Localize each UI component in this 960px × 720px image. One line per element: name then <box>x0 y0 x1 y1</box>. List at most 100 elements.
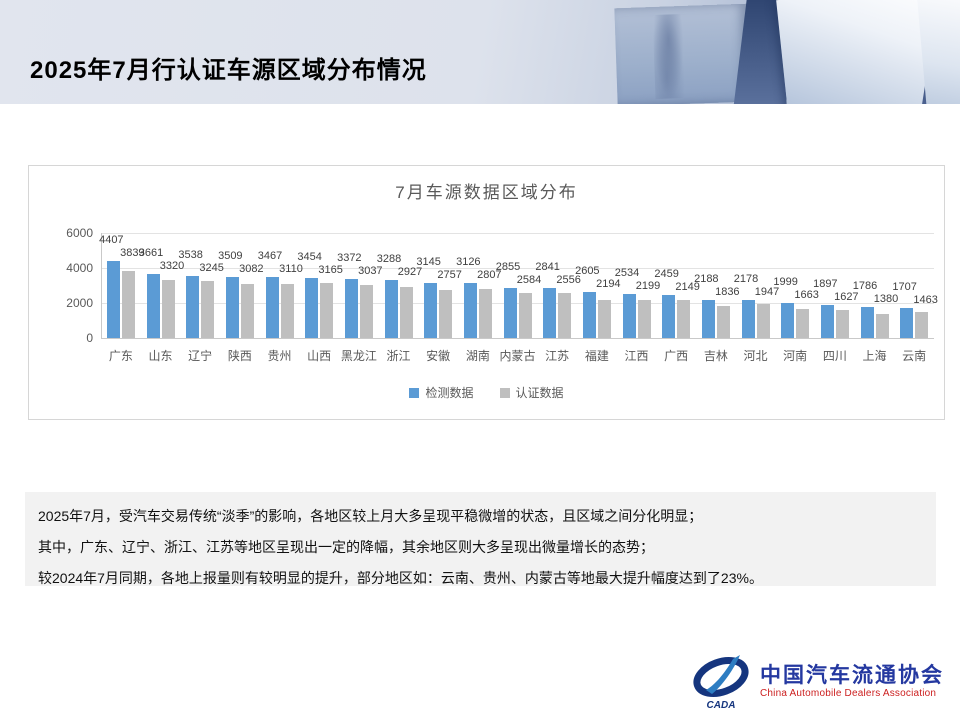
bar-certification <box>240 284 254 338</box>
category-label: 福建 <box>584 349 609 363</box>
category-label: 安徽 <box>426 349 451 363</box>
chart-title: 7月车源数据区域分布 <box>395 183 578 202</box>
category-label: 江苏 <box>545 349 570 363</box>
value-label-detection: 3467 <box>257 250 283 263</box>
y-axis-tick: 2000 <box>66 296 93 310</box>
cada-name-en: China Automobile Dealers Association <box>760 688 937 700</box>
bar-certification <box>756 303 770 338</box>
bar-certification <box>558 293 572 338</box>
bar-detection <box>305 277 319 338</box>
bar-certification <box>121 270 135 338</box>
bar-certification <box>518 292 532 338</box>
bar-certification <box>915 312 929 338</box>
value-label-certification: 2927 <box>397 266 423 279</box>
value-label-certification: 3110 <box>279 263 303 276</box>
header-cube-graphic <box>614 3 750 104</box>
value-label-detection: 3145 <box>416 255 441 268</box>
bar-detection <box>582 292 596 338</box>
summary-line: 2025年7月，受汽车交易传统“淡季”的影响，各地区较上月大多呈现平稳微增的状态… <box>38 508 703 524</box>
value-label-detection: 2534 <box>614 266 640 279</box>
category-label: 山西 <box>307 349 332 363</box>
value-label-certification: 1947 <box>754 285 780 298</box>
value-label-certification: 2149 <box>675 280 700 293</box>
bar-certification <box>201 281 215 338</box>
bar-detection <box>503 288 517 338</box>
legend-label: 检测数据 <box>425 386 474 400</box>
category-label: 上海 <box>862 349 887 363</box>
bar-detection <box>781 303 795 338</box>
value-label-certification: 1627 <box>834 290 859 303</box>
gridline <box>101 303 934 304</box>
bar-detection <box>701 299 715 338</box>
bar-detection <box>463 283 477 338</box>
bar-certification <box>716 305 730 338</box>
value-label-detection: 3509 <box>218 249 243 262</box>
value-label-certification: 3165 <box>318 263 343 276</box>
x-axis-line <box>101 338 934 339</box>
value-label-certification: 3037 <box>358 264 383 277</box>
cada-logo: CADA 中国汽车流通协会 China Automobile Dealers A… <box>690 654 944 710</box>
chart-card: 7月车源数据区域分布 0 2000 4000 6000 4407 3839 广东 3661 33… <box>28 165 945 420</box>
value-label-certification: 2757 <box>437 268 462 281</box>
value-label-detection: 2188 <box>694 272 719 285</box>
bar-detection <box>741 299 755 338</box>
bar-certification <box>478 288 492 338</box>
category-label: 吉林 <box>703 349 728 363</box>
bar-certification <box>835 309 849 338</box>
bar-detection <box>384 280 398 338</box>
bar-detection <box>622 293 636 338</box>
category-label: 辽宁 <box>188 349 213 363</box>
y-axis-tick: 0 <box>86 331 93 345</box>
value-label-detection: 1897 <box>813 277 838 290</box>
bar-certification <box>439 289 453 338</box>
legend-item-certification: 认证数据 <box>499 384 564 401</box>
category-label: 湖南 <box>465 349 490 363</box>
bar-detection <box>662 294 676 338</box>
value-label-certification: 3245 <box>199 262 224 275</box>
svg-text:CADA: CADA <box>707 700 736 710</box>
legend-swatch-gray-icon <box>499 387 510 398</box>
category-label: 浙江 <box>386 349 411 363</box>
y-axis-tick: 4000 <box>66 261 93 275</box>
category-label: 陕西 <box>227 349 252 363</box>
bar-certification <box>796 308 810 338</box>
bar-detection <box>543 288 557 338</box>
value-label-detection: 2178 <box>733 272 759 285</box>
bar-certification <box>280 283 294 338</box>
bar-detection <box>860 306 874 338</box>
bar-detection <box>225 276 239 338</box>
bar-detection <box>820 304 834 338</box>
category-label: 河北 <box>743 349 768 363</box>
gridline <box>101 268 934 269</box>
value-label-certification: 3320 <box>159 259 185 272</box>
y-axis-line <box>101 233 102 338</box>
value-label-certification: 1463 <box>913 294 938 307</box>
category-label: 山东 <box>148 349 173 363</box>
cada-logo-text: 中国汽车流通协会 China Automobile Dealers Associ… <box>760 664 944 700</box>
category-label: 江西 <box>624 349 649 363</box>
value-label-detection: 3661 <box>138 246 164 259</box>
category-label: 内蒙古 <box>499 349 536 363</box>
legend-item-detection: 检测数据 <box>409 384 474 401</box>
bar-certification <box>637 299 651 338</box>
value-label-detection: 4407 <box>99 233 124 246</box>
category-label: 贵州 <box>267 349 292 363</box>
bar-detection <box>900 308 914 338</box>
legend-label: 认证数据 <box>515 386 564 400</box>
category-label: 黑龙江 <box>340 349 377 363</box>
bar-detection <box>265 277 279 338</box>
value-label-certification: 2556 <box>556 274 581 287</box>
value-label-detection: 1786 <box>852 279 878 292</box>
value-label-detection: 3372 <box>337 251 362 264</box>
header-cube-graphic <box>776 0 940 104</box>
page-title: 2025年7月行认证车源区域分布情况 <box>30 57 427 84</box>
value-label-detection: 3538 <box>178 249 203 262</box>
bar-certification <box>399 286 413 338</box>
value-label-detection: 2459 <box>654 267 679 280</box>
value-label-certification: 2584 <box>516 274 542 287</box>
bar-chart-plot: 0 2000 4000 6000 4407 3839 广东 3661 3320 山东 3538 324… <box>29 166 944 419</box>
value-label-detection: 2841 <box>535 261 560 274</box>
category-label: 广东 <box>108 349 133 363</box>
value-label-detection: 2605 <box>575 265 600 278</box>
